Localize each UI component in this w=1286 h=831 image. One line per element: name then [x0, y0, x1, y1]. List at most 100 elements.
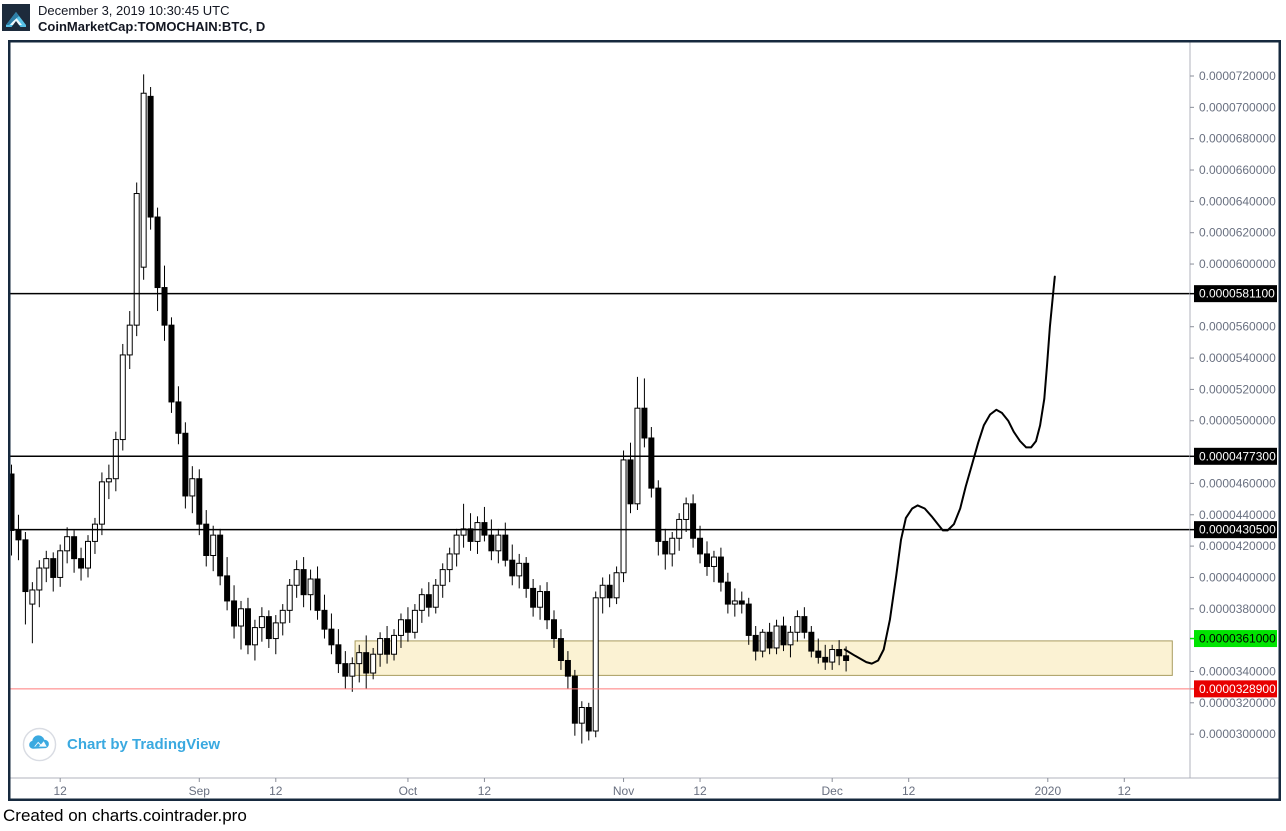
candle-body: [15, 529, 22, 541]
candle-body: [224, 575, 231, 602]
candle-body: [64, 536, 71, 552]
price-tick-label: 0.0000420000: [1199, 539, 1276, 553]
price-tick-label: 0.0000460000: [1199, 476, 1276, 490]
candle-body: [808, 631, 815, 652]
candle-body: [690, 503, 697, 539]
candle-body: [822, 656, 829, 663]
candle-body: [516, 562, 523, 577]
candle-body: [794, 616, 801, 633]
candle-body: [238, 608, 245, 627]
time-tick-label: 12: [269, 784, 283, 798]
candle-body: [78, 558, 85, 569]
candle-body: [300, 569, 307, 596]
candle-body: [738, 600, 745, 605]
candle-body: [509, 559, 516, 577]
price-chart-canvas[interactable]: 0.0000720000 0.0000700000 0.0000680000 0.00…: [8, 40, 1281, 801]
candle-body: [585, 707, 592, 732]
candle-body: [265, 616, 272, 640]
candle-body: [641, 407, 648, 439]
candle-body: [71, 536, 78, 560]
candle-body: [349, 663, 356, 677]
candle-body: [606, 584, 613, 599]
candle-body: [564, 659, 571, 677]
candle-body: [467, 528, 474, 542]
candle-body: [432, 584, 439, 608]
candle-body: [523, 562, 530, 589]
candle-body: [481, 522, 488, 536]
candle-body: [453, 534, 460, 555]
candle-body: [724, 581, 731, 605]
price-tick-label: 0.0000540000: [1199, 351, 1276, 365]
candle-body: [231, 600, 238, 627]
candle-body: [105, 478, 112, 483]
candle-body: [154, 216, 161, 289]
time-tick-label: 12: [693, 784, 707, 798]
candle-body: [203, 523, 210, 557]
time-tick-label: Oct: [399, 784, 418, 798]
time-tick-label: Dec: [822, 784, 843, 798]
candle-body: [335, 644, 342, 665]
candle-body: [342, 663, 349, 677]
candle-body: [272, 622, 279, 640]
price-tick-label: 0.0000340000: [1199, 664, 1276, 678]
candle-body: [697, 537, 704, 555]
candle-body: [29, 589, 36, 605]
projection-curve-drawing[interactable]: [843, 275, 1056, 665]
candle-body: [676, 518, 683, 539]
price-level-label: 0.0000581100: [1199, 287, 1275, 301]
candle-body: [98, 481, 105, 525]
candle-body: [43, 558, 50, 569]
candle-body: [460, 528, 467, 536]
time-tick-label: 12: [54, 784, 68, 798]
candle-body: [370, 653, 377, 674]
candle-body: [314, 578, 321, 611]
price-tick-label: 0.0000440000: [1199, 508, 1276, 522]
candle-body: [592, 597, 599, 732]
candle-body: [307, 578, 314, 596]
time-tick-label: Sep: [189, 784, 211, 798]
cointrader-logo-icon: [2, 4, 30, 31]
candle-body: [495, 534, 502, 552]
candle-body: [258, 616, 265, 629]
candle-body: [502, 534, 509, 561]
chart-area[interactable]: 0.0000720000 0.0000700000 0.0000680000 0.00…: [8, 40, 1281, 801]
candle-body: [328, 628, 335, 646]
candle-body: [599, 584, 606, 599]
candle-body: [85, 540, 92, 569]
candle-body: [843, 655, 850, 661]
candle-body: [279, 609, 286, 624]
candle-body: [133, 193, 140, 326]
tradingview-logo-icon: [22, 727, 57, 761]
candle-body: [759, 631, 766, 652]
candle-body: [356, 652, 363, 665]
candle-body: [182, 432, 189, 497]
price-tick-label: 0.0000380000: [1199, 602, 1276, 616]
candle-body: [175, 401, 182, 434]
price-tick-label: 0.0000620000: [1199, 226, 1276, 240]
price-tick-label: 0.0000300000: [1199, 727, 1276, 741]
candle-body: [544, 591, 551, 621]
candle-body: [286, 584, 293, 611]
candle-body: [773, 625, 780, 649]
candle-body: [717, 556, 724, 583]
candle-body: [683, 503, 690, 520]
price-level-label-box: [1194, 285, 1277, 303]
candle-body: [613, 572, 620, 599]
candle-body: [57, 550, 64, 578]
price-level-label: 0.0000361000: [1199, 632, 1276, 646]
tradingview-attribution: Chart by TradingView: [22, 726, 220, 762]
candle-body: [836, 649, 843, 657]
candle-body: [147, 95, 154, 218]
candle-body: [293, 569, 300, 586]
price-tick-label: 0.0000500000: [1199, 414, 1276, 428]
candle-body: [377, 638, 384, 655]
tradingview-attribution-link[interactable]: Chart by TradingView: [67, 735, 221, 753]
time-tick-label: 2020: [1034, 784, 1061, 798]
candle-body: [474, 522, 481, 542]
price-level-label: 0.0000477300: [1199, 449, 1276, 463]
candle-body: [578, 707, 585, 724]
price-level-label-box: [1194, 447, 1277, 465]
price-tick-label: 0.0000680000: [1199, 132, 1276, 146]
candle-body: [404, 619, 411, 633]
